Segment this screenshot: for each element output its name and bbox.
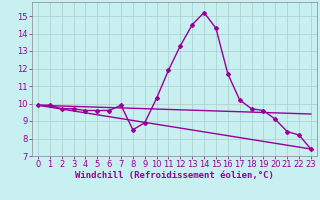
X-axis label: Windchill (Refroidissement éolien,°C): Windchill (Refroidissement éolien,°C): [75, 171, 274, 180]
